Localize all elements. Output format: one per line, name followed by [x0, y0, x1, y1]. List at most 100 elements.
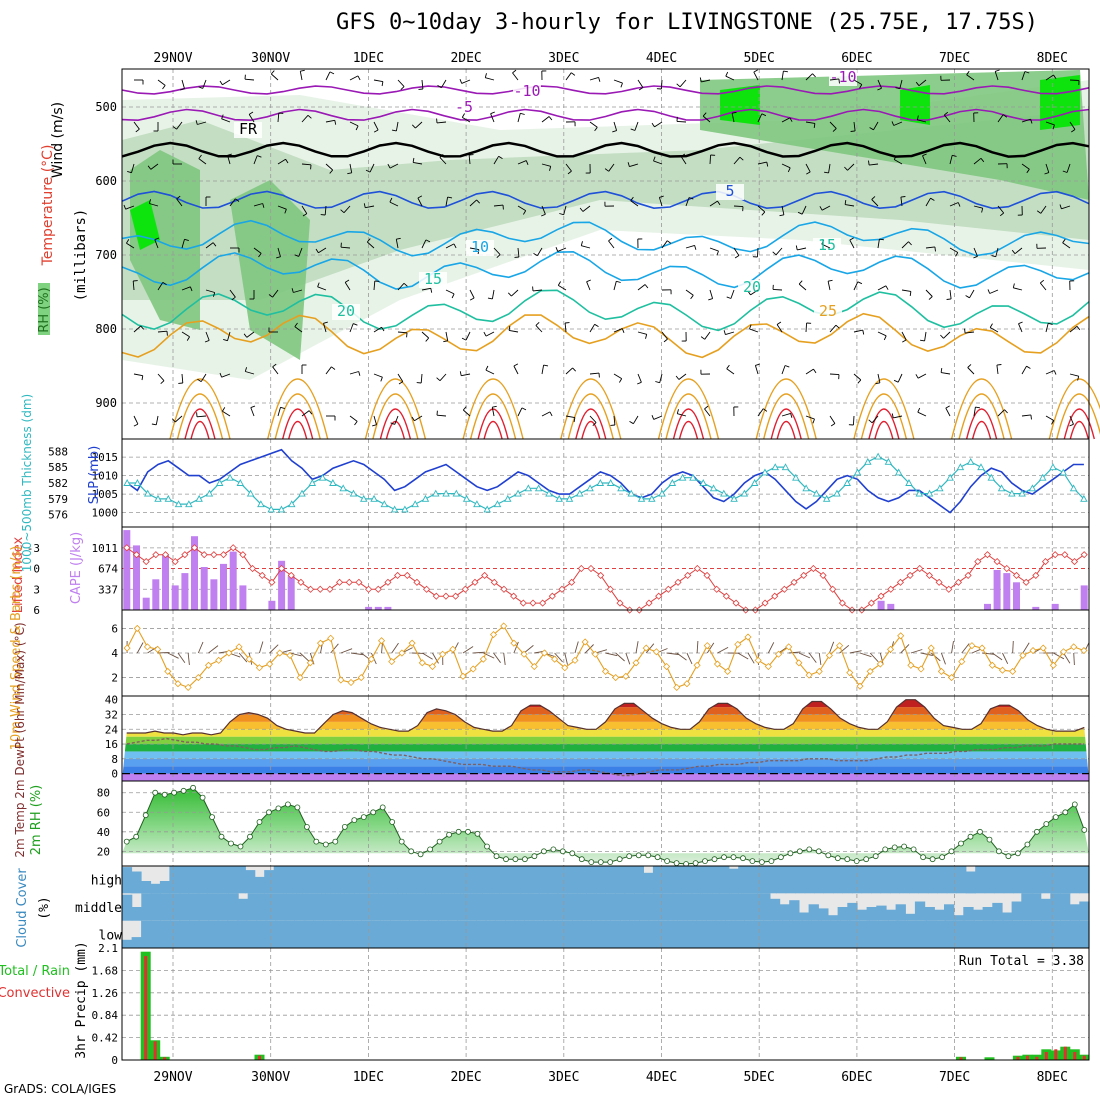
- wind10m-panel: [121, 609, 1090, 697]
- wind-barb-flag: [859, 84, 863, 89]
- wind-barb-flag: [195, 120, 198, 125]
- wind-barb: [709, 200, 718, 207]
- cloud-cell-high: [643, 872, 654, 894]
- thickness-point: [287, 500, 296, 508]
- wind-speed-point: [174, 680, 182, 688]
- wind-barb: [997, 114, 1004, 123]
- slp-tick-1005: 1005: [92, 488, 119, 501]
- wind-barb-flag: [250, 405, 256, 409]
- cloud-cell-low: [734, 920, 745, 948]
- lifted-index-point: [277, 564, 286, 573]
- surface-wind-barb: [829, 641, 835, 654]
- cape-bar: [181, 573, 189, 610]
- cloud-cell-high: [823, 866, 834, 894]
- rh-point: [1005, 853, 1012, 860]
- temp-contour-FR: [121, 141, 1090, 158]
- cloud-cell-middle: [257, 893, 268, 921]
- wind-barb-flag: [462, 406, 467, 411]
- bottom-day-label-30NOV: 30NOV: [251, 1070, 290, 1085]
- wind-barb-flag: [508, 325, 511, 331]
- wind-speed-point: [235, 643, 243, 651]
- cloud-cell-low: [974, 920, 985, 948]
- wind-barb-flag: [763, 408, 768, 412]
- temp-color-band: [122, 758, 1089, 767]
- rh-point: [171, 789, 178, 796]
- wind-barb: [445, 197, 449, 207]
- wind-barb: [661, 240, 668, 249]
- wind-barb-flag: [268, 294, 273, 298]
- wind-barb-flag: [928, 296, 933, 300]
- wind-barb-flag: [893, 155, 897, 160]
- wind-barb-flag: [411, 124, 416, 129]
- rh-point: [1043, 821, 1050, 827]
- lifted-index-point: [577, 564, 585, 573]
- rh-point: [313, 838, 320, 845]
- temp-tick-0: 0: [111, 768, 118, 781]
- wind-barb: [897, 373, 903, 383]
- wind-barb-flag: [999, 212, 1004, 217]
- wind-barb: [877, 373, 881, 383]
- wind-barb-flag: [755, 363, 760, 366]
- wind-barb: [229, 198, 236, 207]
- rh-point: [578, 856, 585, 863]
- wind-barb: [414, 415, 423, 422]
- wind-barb-flag: [567, 170, 572, 175]
- wind-barb: [202, 79, 207, 89]
- thickness-point: [936, 484, 944, 492]
- wind-barb: [1021, 71, 1026, 81]
- wind-barb-flag: [813, 368, 817, 374]
- hot-contour: [950, 378, 1013, 440]
- wind-barb: [653, 160, 663, 165]
- wind-barb-flag: [885, 285, 889, 290]
- wind-barb: [613, 281, 617, 291]
- cloud-cell-high: [690, 866, 701, 894]
- wind-barb-flag: [908, 241, 912, 246]
- wind-barb: [661, 331, 668, 340]
- hot-contour: [462, 378, 524, 440]
- precip-convective-bar: [959, 1057, 963, 1060]
- label-3hr-precip: 3hr Precip (mm): [74, 941, 89, 1058]
- wind-barb-flag: [630, 196, 634, 201]
- cloud-cell-low: [1069, 920, 1081, 948]
- wind-barb: [421, 331, 430, 339]
- cape-bar: [200, 567, 208, 610]
- wind-speed-point: [591, 650, 599, 658]
- cloud-cell-low: [753, 920, 765, 948]
- precip-convective-bar: [1082, 1055, 1086, 1060]
- wind-barb: [318, 247, 327, 254]
- wind-barb: [270, 73, 279, 81]
- cloud-cell-middle: [818, 908, 829, 921]
- thickness-point: [905, 479, 913, 486]
- thickness-point: [1038, 473, 1047, 481]
- wind-barb: [513, 365, 519, 375]
- wind-barb-flag: [723, 330, 726, 335]
- wind-barb: [781, 163, 791, 169]
- wind-barb: [989, 289, 999, 294]
- top-day-label-4DEC: 4DEC: [646, 51, 677, 66]
- wind-barb: [853, 373, 862, 381]
- rh-point: [522, 856, 528, 863]
- wind-barb-flag: [221, 114, 224, 119]
- cape-bar: [171, 585, 179, 610]
- wind-barb: [465, 331, 471, 341]
- wind-speed-point: [266, 660, 274, 668]
- wind-barb-flag: [219, 372, 223, 378]
- wind-barb: [680, 156, 687, 165]
- wind-barb: [1069, 415, 1074, 425]
- cloud-cell-high: [453, 866, 464, 894]
- cloud-cell-low: [830, 920, 841, 948]
- rh-tick-20: 20: [97, 845, 110, 858]
- thickness-point: [555, 494, 563, 502]
- cloud-cell-low: [476, 920, 487, 948]
- rh-point: [303, 824, 310, 830]
- rh-point: [853, 858, 860, 864]
- cloud-cell-low: [1079, 920, 1090, 948]
- wind-barb-flag: [520, 112, 525, 115]
- label-2m-temp: 2m Temp 2m DewPt (6hr Min/Max) (°C): [13, 622, 27, 857]
- contour-label: 20: [337, 302, 355, 320]
- wind-barb: [877, 331, 887, 337]
- wind-speed-point: [520, 650, 528, 658]
- wind-barb-flag: [797, 211, 803, 215]
- thickness-point: [1008, 489, 1016, 497]
- wind-barb-flag: [357, 75, 361, 81]
